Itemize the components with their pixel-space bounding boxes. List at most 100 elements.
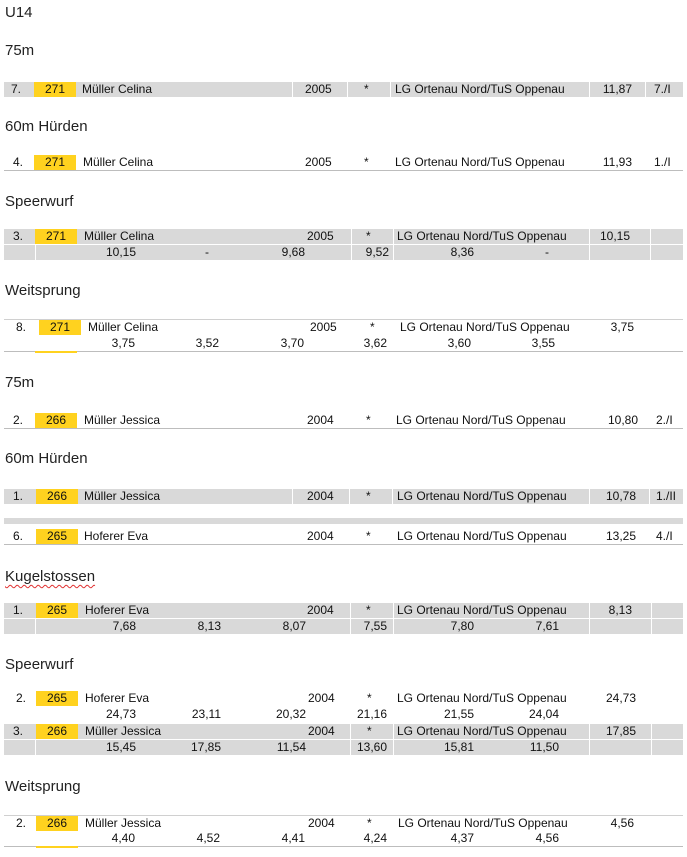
athlete-name: Müller Celina: [84, 229, 155, 243]
attempt: 7,68: [112, 619, 136, 633]
rank: 4.: [13, 155, 24, 169]
start-number: 265: [36, 529, 78, 544]
attempt: 4,40: [111, 831, 135, 845]
result: 10,78: [605, 489, 636, 503]
result: 24,73: [605, 691, 636, 705]
rank: 1.: [13, 603, 24, 617]
attempt: 11,54: [276, 740, 306, 754]
start-number: 265: [36, 691, 78, 706]
rank: 1.: [13, 489, 24, 503]
section-heading: Speerwurf: [5, 193, 74, 210]
birth-year: 2004: [308, 724, 335, 738]
result: 11,87: [602, 82, 632, 96]
athlete-name: Müller Celina: [83, 155, 154, 169]
result: 13,25: [605, 529, 636, 543]
attempt: 3,55: [531, 336, 555, 350]
attempt: -: [545, 245, 549, 259]
start-number: 266: [36, 816, 78, 831]
attempt: -: [205, 245, 209, 259]
attempt: 4,37: [450, 831, 474, 845]
section-heading: 75m: [5, 42, 35, 59]
attempts-row: 15,45 17,85 11,54 13,60 15,81 11,50: [4, 740, 683, 755]
rank: 6.: [13, 529, 24, 543]
result: 8,13: [608, 603, 632, 617]
result-row: 3. 271 Müller Celina 2005 * LG Ortenau N…: [4, 229, 683, 244]
heat-place: 1./II: [656, 489, 677, 503]
club: LG Ortenau Nord/TuS Oppenau: [397, 229, 567, 243]
attempt: 4,56: [535, 831, 559, 845]
heat-place: 1./I: [654, 155, 671, 169]
athlete-name: Müller Celina: [82, 82, 153, 96]
number-underline: [35, 351, 77, 353]
rank: 8.: [16, 320, 27, 334]
attempt: 15,81: [443, 740, 474, 754]
attempt: 4,41: [281, 831, 305, 845]
section-heading: Weitsprung: [5, 282, 81, 299]
section-heading: Kugelstossen: [5, 568, 95, 585]
attempts-row: 4,40 4,52 4,41 4,24 4,37 4,56: [4, 831, 683, 847]
athlete-name: Müller Jessica: [84, 413, 161, 427]
result: 10,80: [607, 413, 638, 427]
result-row: 2. 265 Hoferer Eva 2004 * LG Ortenau Nor…: [4, 691, 683, 706]
birth-year: 2005: [305, 82, 332, 96]
result-row: 4. 271 Müller Celina 2005 * LG Ortenau N…: [4, 155, 683, 171]
page-title: U14: [5, 4, 33, 21]
start-number: 271: [34, 155, 76, 170]
athlete-name: Müller Jessica: [85, 816, 162, 830]
club: LG Ortenau Nord/TuS Oppenau: [395, 82, 565, 96]
attempt: 15,45: [105, 740, 136, 754]
attempt: 9,52: [365, 245, 389, 259]
club: LG Ortenau Nord/TuS Oppenau: [398, 816, 568, 830]
start-number: 265: [36, 603, 78, 618]
rank: 2.: [16, 816, 27, 830]
club: LG Ortenau Nord/TuS Oppenau: [395, 155, 565, 169]
club: LG Ortenau Nord/TuS Oppenau: [397, 691, 567, 705]
result-row: 2. 266 Müller Jessica 2004 * LG Ortenau …: [4, 815, 683, 831]
attempts-row: 3,75 3,52 3,70 3,62 3,60 3,55: [4, 336, 683, 352]
heat-place: 7./I: [654, 82, 671, 96]
section-heading: 75m: [5, 374, 35, 391]
attempt: 3,75: [111, 336, 135, 350]
attempt: 3,70: [280, 336, 304, 350]
number-underline: [36, 846, 78, 848]
attempt: 21,16: [356, 707, 387, 721]
club: LG Ortenau Nord/TuS Oppenau: [400, 320, 570, 334]
athlete-name: Hoferer Eva: [85, 691, 150, 705]
club: LG Ortenau Nord/TuS Oppenau: [397, 724, 567, 738]
club: LG Ortenau Nord/TuS Oppenau: [396, 413, 566, 427]
rank: 3.: [13, 724, 24, 738]
start-number: 266: [36, 489, 78, 504]
athlete-name: Müller Celina: [88, 320, 159, 334]
rank: 2.: [16, 691, 27, 705]
mark: *: [366, 229, 371, 243]
heat-place: 2./I: [656, 413, 673, 427]
birth-year: 2004: [308, 816, 335, 830]
result-row: 8. 271 Müller Celina 2005 * LG Ortenau N…: [4, 319, 683, 335]
start-number: 271: [35, 229, 77, 244]
mark: *: [367, 724, 372, 738]
club: LG Ortenau Nord/TuS Oppenau: [397, 529, 567, 543]
heading-text: Kugelstossen: [5, 568, 96, 585]
result-row: 2. 266 Müller Jessica 2004 * LG Ortenau …: [4, 413, 683, 429]
attempt: 3,62: [363, 336, 387, 350]
rank: 7.: [11, 82, 22, 96]
rank: 2.: [13, 413, 24, 427]
attempt: 24,04: [528, 707, 559, 721]
athlete-name: Hoferer Eva: [84, 529, 149, 543]
birth-year: 2004: [307, 413, 334, 427]
section-heading: 60m Hürden: [5, 118, 88, 135]
mark: *: [367, 816, 372, 830]
result-row: 6. 265 Hoferer Eva 2004 * LG Ortenau Nor…: [4, 529, 683, 545]
mark: *: [366, 529, 371, 543]
attempt: 10,15: [105, 245, 136, 259]
mark: *: [367, 691, 372, 705]
mark: *: [366, 413, 371, 427]
attempt: 23,11: [191, 707, 221, 721]
mark: *: [366, 489, 371, 503]
rank: 3.: [13, 229, 24, 243]
clipped-row-remnant: [4, 518, 683, 524]
club: LG Ortenau Nord/TuS Oppenau: [397, 489, 567, 503]
athlete-name: Müller Jessica: [85, 724, 162, 738]
attempt: 8,07: [282, 619, 306, 633]
start-number: 266: [35, 413, 77, 428]
